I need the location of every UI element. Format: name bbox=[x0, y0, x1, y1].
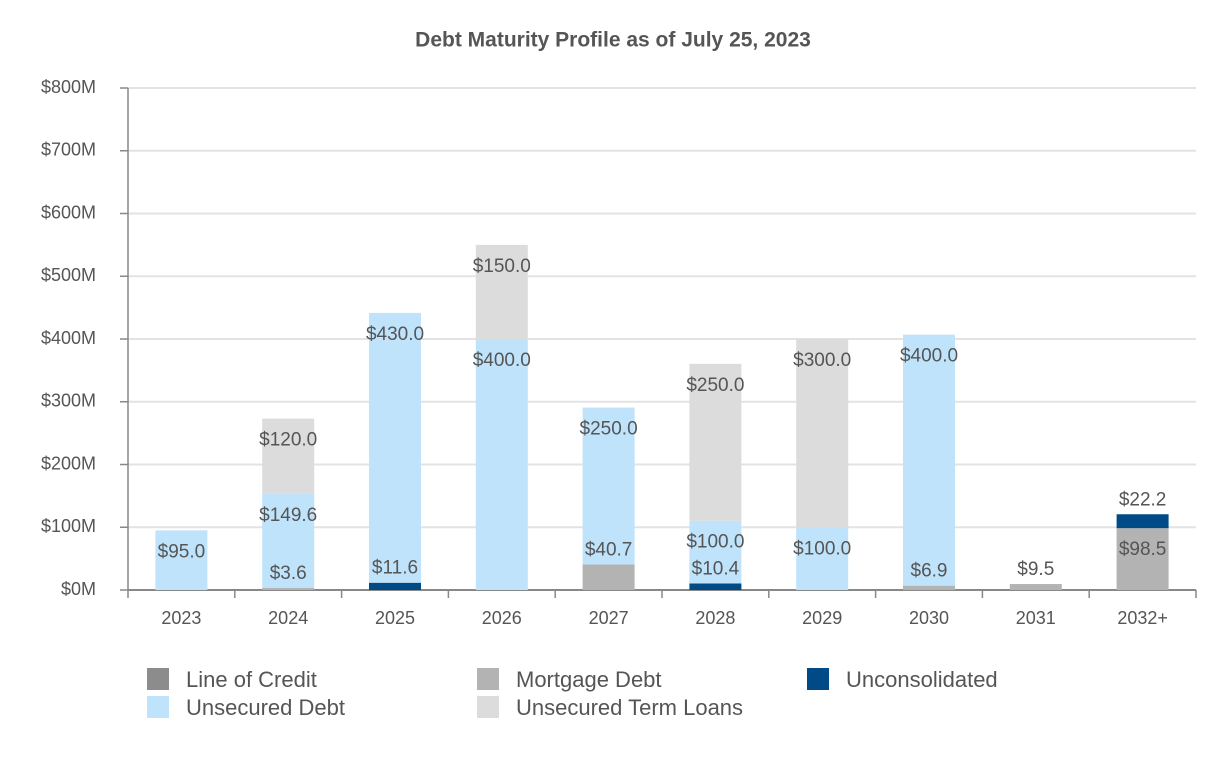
y-tick-label: $200M bbox=[41, 453, 96, 473]
legend-label: Unconsolidated bbox=[846, 667, 998, 692]
x-tick-label: 2032+ bbox=[1117, 608, 1168, 628]
bar-segment bbox=[582, 407, 635, 565]
bar-segment bbox=[689, 583, 742, 590]
value-label: $10.4 bbox=[692, 558, 740, 579]
value-label: $400.0 bbox=[473, 350, 531, 371]
value-label: $9.5 bbox=[1017, 559, 1054, 580]
legend-label: Mortgage Debt bbox=[516, 667, 662, 692]
legend-swatch bbox=[477, 668, 499, 690]
y-tick-label: $400M bbox=[41, 328, 96, 348]
y-tick-label: $600M bbox=[41, 202, 96, 222]
legend-swatch bbox=[807, 668, 829, 690]
y-tick-label: $100M bbox=[41, 516, 96, 536]
x-tick-label: 2027 bbox=[589, 608, 629, 628]
legend-swatch bbox=[477, 696, 499, 718]
bar-segment bbox=[689, 363, 742, 521]
legend-swatch bbox=[147, 696, 169, 718]
value-label: $100.0 bbox=[686, 532, 744, 553]
value-label: $120.0 bbox=[259, 430, 317, 451]
value-label: $300.0 bbox=[793, 350, 851, 371]
x-tick-label: 2026 bbox=[482, 608, 522, 628]
bar-segment bbox=[1116, 528, 1169, 590]
bar-segment bbox=[369, 582, 421, 590]
x-tick-label: 2028 bbox=[695, 608, 735, 628]
y-tick-label: $800M bbox=[41, 77, 96, 97]
bar-segment bbox=[262, 493, 315, 588]
x-tick-label: 2024 bbox=[268, 608, 308, 628]
bar-segment bbox=[369, 312, 421, 583]
value-label: $98.5 bbox=[1119, 539, 1167, 560]
bar-segment bbox=[903, 585, 955, 590]
x-tick-label: 2030 bbox=[909, 608, 949, 628]
value-label: $149.6 bbox=[259, 505, 317, 526]
bar-segment bbox=[475, 244, 528, 339]
bar-segment bbox=[262, 587, 315, 590]
x-tick-label: 2029 bbox=[802, 608, 842, 628]
bar-segment bbox=[1116, 514, 1169, 529]
value-label: $150.0 bbox=[473, 256, 531, 277]
bar-segment bbox=[796, 339, 849, 528]
value-label: $250.0 bbox=[686, 375, 744, 396]
y-tick-label: $500M bbox=[41, 265, 96, 285]
y-tick-label: $300M bbox=[41, 391, 96, 411]
bar-segment bbox=[796, 527, 849, 590]
x-tick-label: 2023 bbox=[161, 608, 201, 628]
value-label: $6.9 bbox=[911, 561, 948, 582]
x-tick-label: 2031 bbox=[1016, 608, 1056, 628]
bar-segment bbox=[1009, 584, 1062, 590]
value-label: $430.0 bbox=[366, 324, 424, 345]
chart-title: Debt Maturity Profile as of July 25, 202… bbox=[415, 29, 811, 52]
value-label: $40.7 bbox=[585, 539, 633, 560]
value-label: $400.0 bbox=[900, 346, 958, 367]
bar-segment bbox=[475, 339, 528, 590]
value-label: $95.0 bbox=[158, 541, 206, 562]
bar-segment bbox=[689, 520, 742, 584]
y-tick-label: $0M bbox=[61, 579, 96, 599]
bar-segment bbox=[903, 334, 955, 586]
y-tick-label: $700M bbox=[41, 140, 96, 160]
legend-label: Unsecured Debt bbox=[186, 695, 345, 720]
value-label: $100.0 bbox=[793, 538, 851, 559]
bar-segment bbox=[155, 530, 208, 590]
legend-label: Line of Credit bbox=[186, 667, 317, 692]
value-label: $250.0 bbox=[580, 419, 638, 440]
bar-segment bbox=[582, 564, 635, 590]
bar-segment bbox=[262, 418, 315, 494]
x-tick-label: 2025 bbox=[375, 608, 415, 628]
value-label: $3.6 bbox=[270, 563, 307, 584]
value-label: $11.6 bbox=[372, 558, 418, 579]
legend-swatch bbox=[147, 668, 169, 690]
legend-label: Unsecured Term Loans bbox=[516, 695, 743, 720]
value-label: $22.2 bbox=[1119, 489, 1167, 510]
